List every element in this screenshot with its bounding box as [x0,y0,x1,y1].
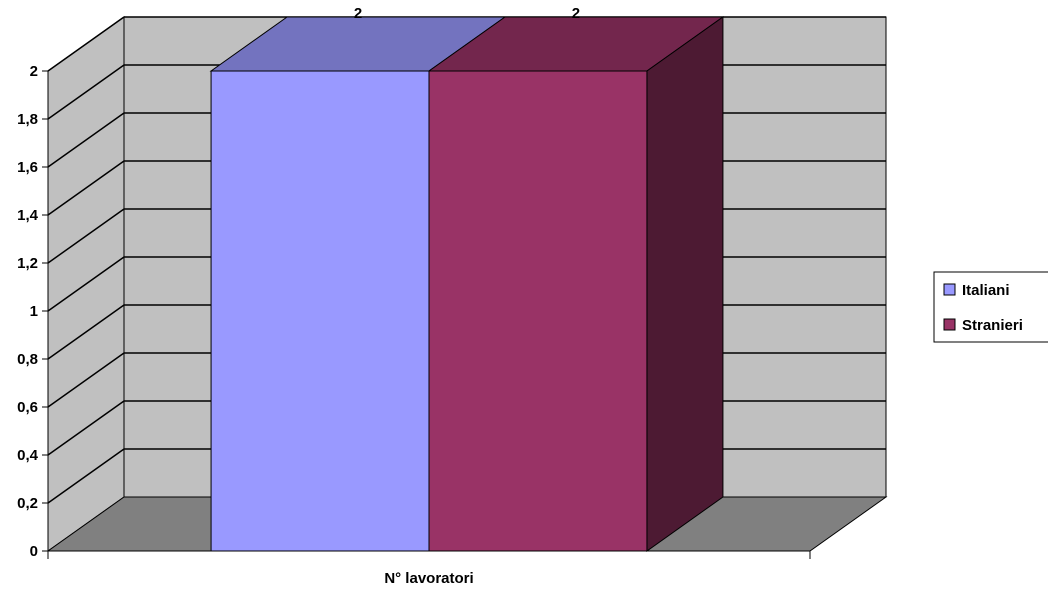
gridline-side [47,256,125,312]
legend-swatch-italiani [943,283,956,296]
value-axis-tick-label: 0,6 [17,399,38,416]
data-label: 2 [572,5,580,22]
gridline-side [47,16,125,72]
bar [428,70,648,552]
gridline-side [47,448,125,504]
value-axis-tick-label: 1,8 [17,111,38,128]
legend-label-stranieri: Stranieri [962,317,1023,334]
gridline-side [47,304,125,360]
category-axis: N° lavoratori [47,550,811,587]
value-axis-tick-label: 1,4 [17,207,39,224]
bar [210,70,430,552]
legend: Italiani Stranieri [933,271,1048,343]
bars [209,16,725,552]
value-axis-tick-label: 1,2 [17,255,38,272]
value-axis: 0 0,2 0,4 0,6 0,8 1 1,2 1,4 1,6 1,8 2 [17,63,49,560]
legend-swatch-stranieri [943,318,956,331]
value-axis-tick-label: 0,4 [17,447,39,464]
value-axis-tick-label: 1,6 [17,159,38,176]
gridline-side [47,160,125,216]
legend-label-italiani: Italiani [962,282,1010,299]
gridline-side [47,400,125,456]
value-axis-tick-label: 0 [30,543,38,560]
gridline-side [47,64,125,120]
gridline-side [47,112,125,168]
data-label: 2 [354,5,362,22]
value-axis-tick-label: 0,8 [17,351,38,368]
gridline-side [47,352,125,408]
bar-side [646,16,724,552]
value-axis-tick-label: 0,2 [17,495,38,512]
value-axis-tick-label: 2 [30,63,38,80]
gridline-side [47,208,125,264]
category-label: N° lavoratori [384,570,473,587]
value-axis-tick-label: 1 [30,303,38,320]
